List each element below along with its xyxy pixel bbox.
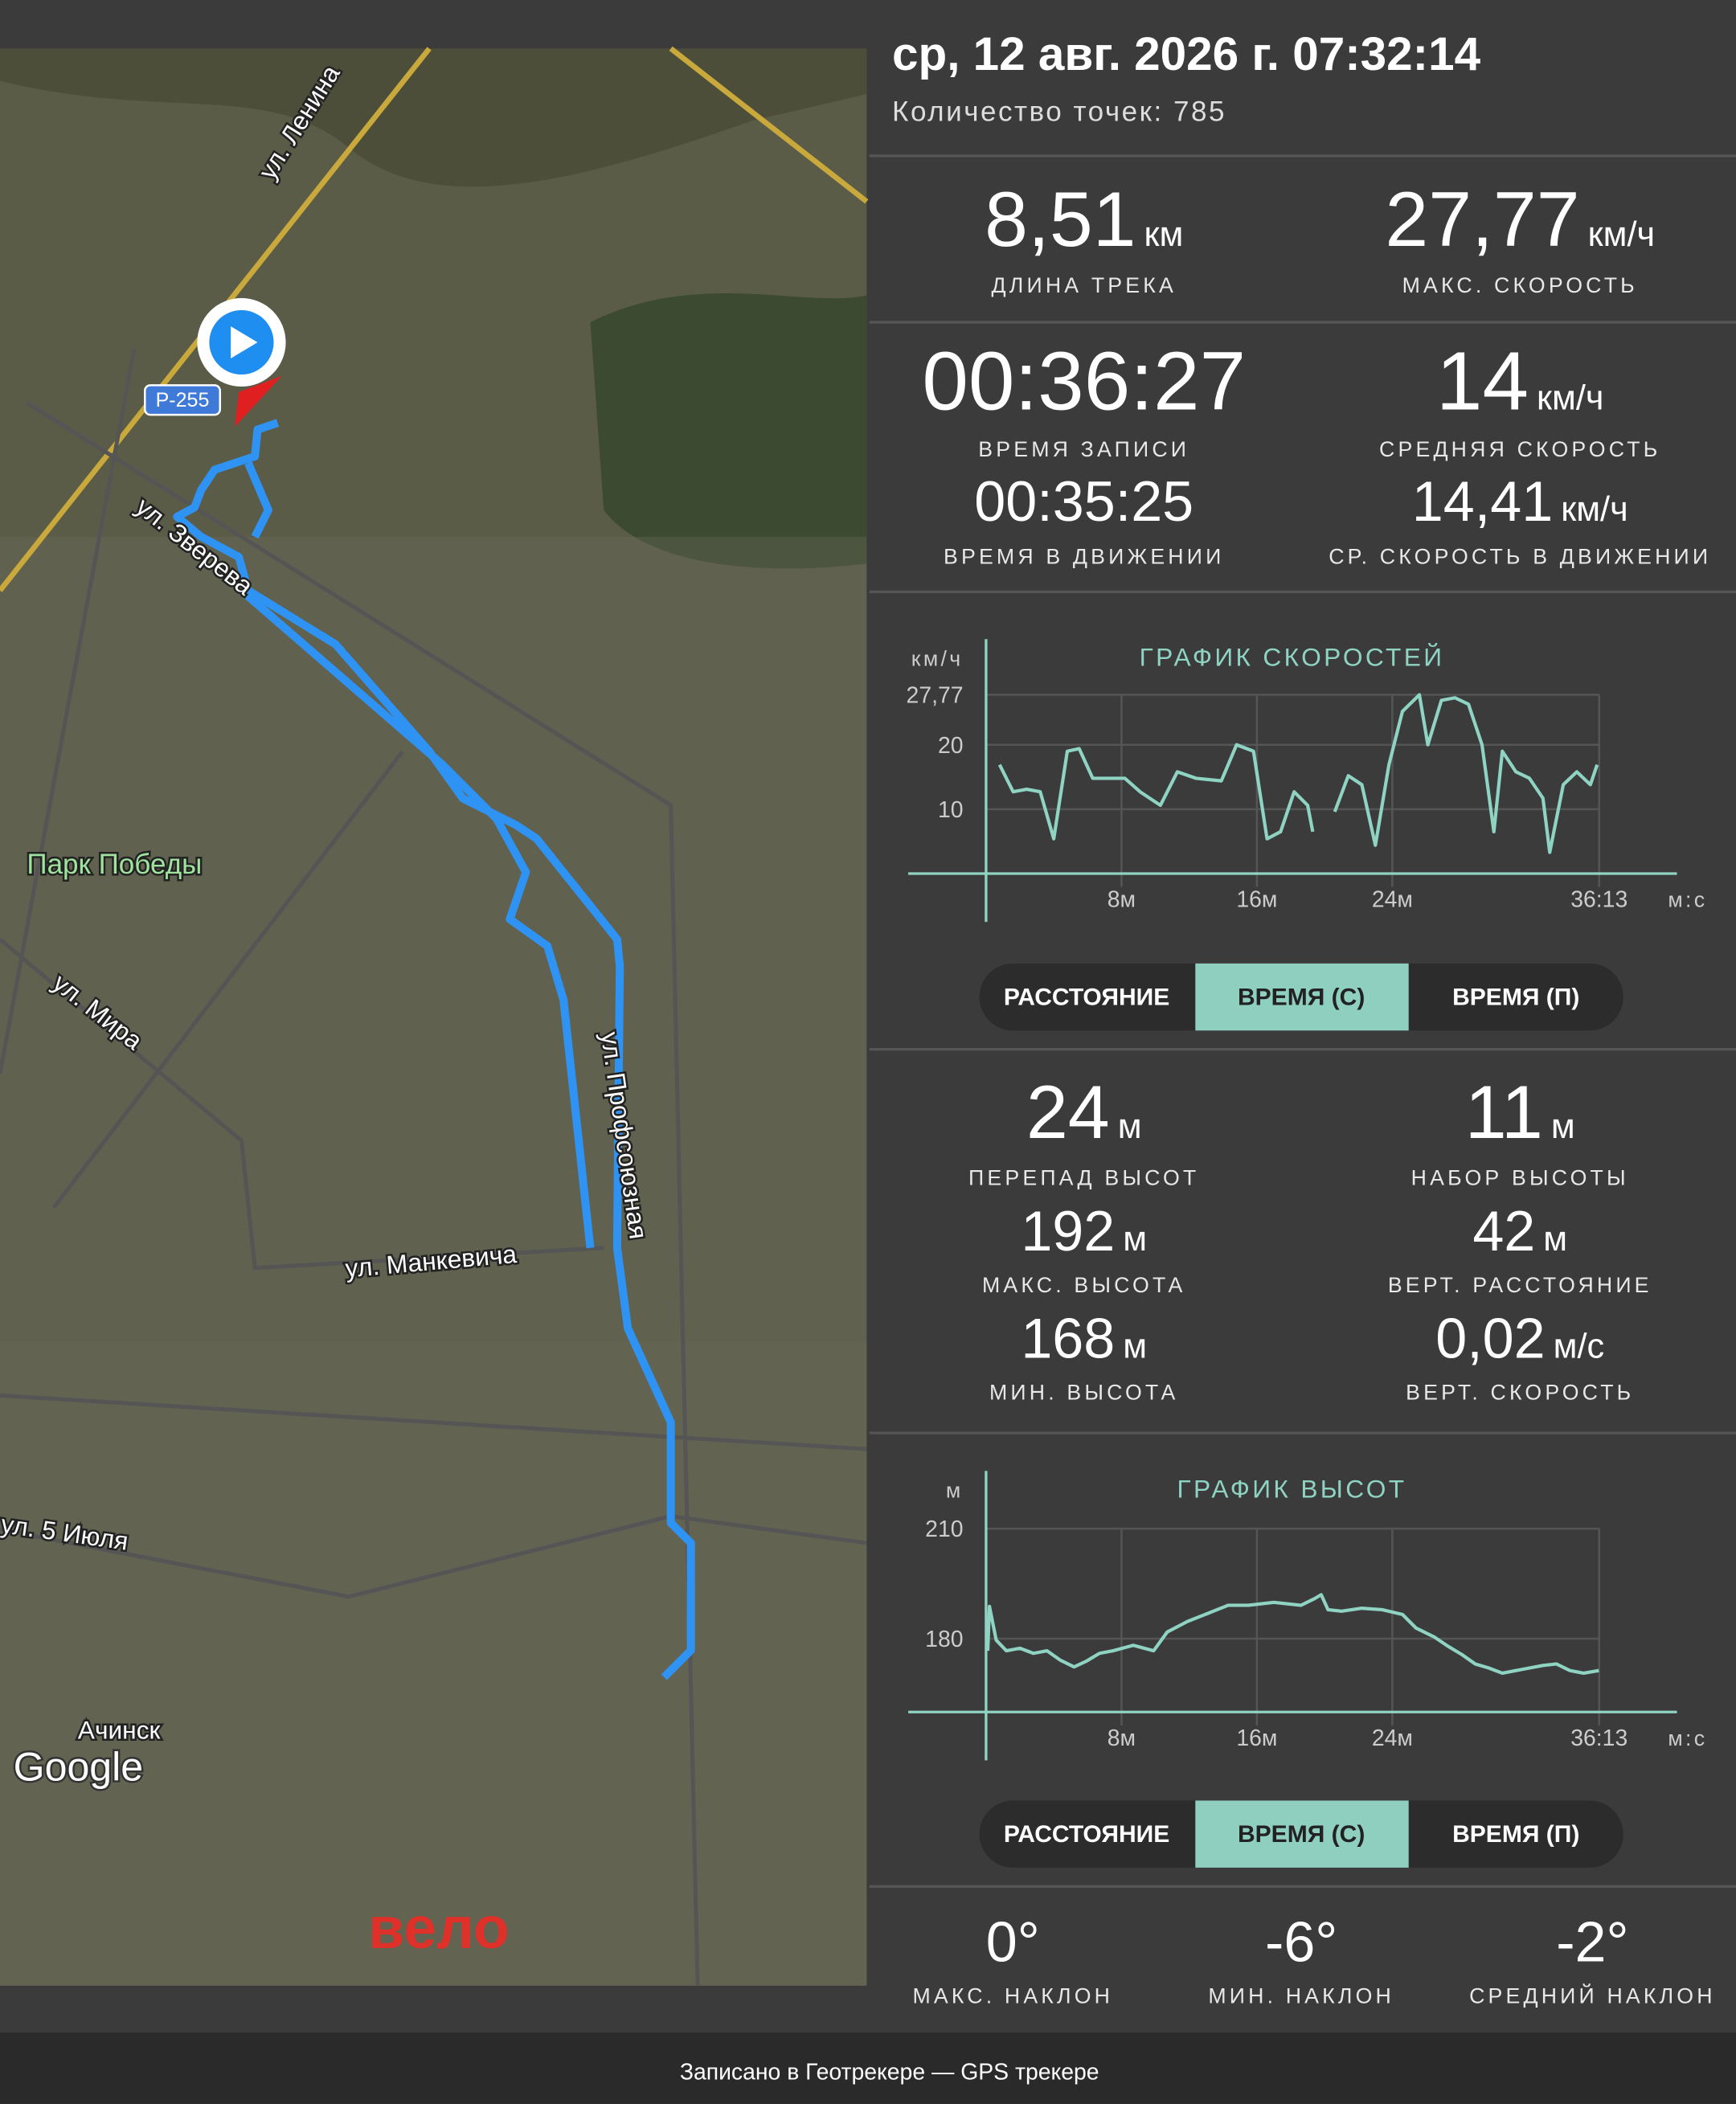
unit: м/с: [1554, 1328, 1605, 1366]
stat-label: ВЕРТ. СКОРОСТЬ: [1406, 1380, 1634, 1404]
x-unit: м:с: [1668, 888, 1707, 912]
x-tick-label: 24м: [1372, 887, 1413, 913]
toggle-button[interactable]: ВРЕМЯ (С): [1238, 1821, 1365, 1848]
chart-title: ГРАФИК ВЫСОТ: [1177, 1475, 1407, 1504]
stat-value: 14 км/ч: [1436, 334, 1604, 427]
value: -2°: [1556, 1911, 1628, 1974]
x-tick-label: 36:13: [1570, 887, 1628, 913]
map-logo: Google: [14, 1744, 143, 1789]
unit: км/ч: [1537, 379, 1603, 417]
toggle-active: [1195, 1800, 1409, 1868]
stat-value: 192 м: [1021, 1200, 1147, 1263]
stat-value: 11 м: [1465, 1070, 1575, 1154]
stat-label: НАБОР ВЫСОТЫ: [1411, 1165, 1629, 1189]
y-tick-label: 27,77: [907, 683, 964, 709]
stat-label: ВЕРТ. РАССТОЯНИЕ: [1388, 1273, 1652, 1297]
stat-value: 42 м: [1472, 1200, 1567, 1263]
footer: Записано в Геотрекере — GPS трекере: [680, 2060, 1099, 2086]
stat-value: 14,41 км/ч: [1412, 470, 1628, 533]
data-line: [985, 1593, 1599, 1675]
value: 14,41: [1412, 470, 1553, 533]
unit: км/ч: [1561, 490, 1628, 529]
city-label: Ачинск: [78, 1716, 162, 1745]
y-tick-label: 10: [938, 797, 964, 823]
value: -6°: [1265, 1911, 1337, 1974]
value: 0,02: [1435, 1308, 1545, 1370]
x-tick-label: 8м: [1108, 1725, 1136, 1751]
x-unit: м:с: [1668, 1726, 1707, 1750]
unit: м: [1551, 1107, 1575, 1146]
unit: м: [1123, 1328, 1147, 1366]
stat-label: СР. СКОРОСТЬ В ДВИЖЕНИИ: [1329, 544, 1711, 568]
park-label: Парк Победы: [27, 849, 202, 880]
data-line: [1333, 693, 1599, 854]
stat-label: СРЕДНЯЯ СКОРОСТЬ: [1379, 437, 1660, 461]
value: 00:35:25: [974, 470, 1194, 533]
x-tick-label: 36:13: [1570, 1725, 1628, 1751]
points-count: Количество точек: 785: [892, 96, 1226, 128]
toggle-active: [1195, 963, 1409, 1031]
y-tick-label: 20: [938, 733, 964, 759]
stat-value: 00:35:25: [974, 470, 1194, 533]
value: 192: [1021, 1200, 1115, 1263]
stat-label: МИН. ВЫСОТА: [989, 1380, 1179, 1404]
road-badge: Р-255: [156, 389, 210, 411]
stat-label: МИН. НАКЛОН: [1208, 1983, 1394, 2008]
x-tick-label: 16м: [1236, 1725, 1277, 1751]
value: 24: [1026, 1070, 1110, 1154]
stat-label: ДЛИНА ТРЕКА: [992, 273, 1177, 297]
data-line: [997, 743, 1315, 841]
separators: [869, 154, 1736, 1888]
x-tick-label: 8м: [1108, 887, 1136, 913]
stat-label: МАКС. СКОРОСТЬ: [1402, 273, 1638, 297]
value: 11: [1465, 1070, 1543, 1154]
activity-label: вело: [368, 1895, 510, 1961]
y-tick-label: 180: [925, 1627, 963, 1652]
unit: м: [1543, 1220, 1567, 1259]
footer-bar: [0, 2032, 1736, 2104]
unit: м: [1123, 1220, 1147, 1259]
stat-value: 27,77 км/ч: [1385, 175, 1655, 263]
x-tick-label: 16м: [1236, 887, 1277, 913]
stat-value: -6°: [1265, 1911, 1337, 1974]
toggle-button[interactable]: ВРЕМЯ (П): [1452, 1821, 1579, 1848]
stat-value: 24 м: [1026, 1070, 1142, 1154]
stat-label: МАКС. ВЫСОТА: [982, 1273, 1186, 1297]
stat-value: 168 м: [1021, 1308, 1147, 1370]
stat-label: МАКС. НАКЛОН: [912, 1983, 1113, 2008]
datetime: ср, 12 авг. 2026 г. 07:32:14: [892, 28, 1481, 80]
y-unit: м: [946, 1479, 964, 1503]
value: 8,51: [985, 175, 1136, 263]
value: 14: [1436, 334, 1529, 427]
value: 42: [1472, 1200, 1535, 1263]
value: 0°: [986, 1911, 1040, 1974]
y-tick-label: 210: [925, 1517, 963, 1542]
unit: м: [1118, 1107, 1142, 1146]
stat-label: ВРЕМЯ ЗАПИСИ: [978, 437, 1189, 461]
stat-label: ВРЕМЯ В ДВИЖЕНИИ: [944, 544, 1224, 568]
stat-label: ПЕРЕПАД ВЫСОТ: [968, 1165, 1199, 1189]
toggle-button[interactable]: РАССТОЯНИЕ: [1004, 984, 1169, 1011]
unit: км/ч: [1588, 215, 1655, 254]
stat-value: 8,51 км: [985, 175, 1183, 263]
stat-value: 00:36:27: [922, 334, 1246, 427]
value: 00:36:27: [922, 334, 1246, 427]
stat-value: 0,02 м/с: [1435, 1308, 1604, 1370]
stat-value: -2°: [1556, 1911, 1628, 1974]
value: 27,77: [1385, 175, 1579, 263]
toggle-button[interactable]: РАССТОЯНИЕ: [1004, 1821, 1169, 1848]
x-tick-label: 24м: [1372, 1725, 1413, 1751]
toggle-button[interactable]: ВРЕМЯ (П): [1452, 984, 1579, 1011]
stat-value: 0°: [986, 1911, 1040, 1974]
map[interactable]: Р-255 ул. Ленина ул. Зверева ул. Мира ул…: [0, 46, 869, 1986]
unit: км: [1144, 215, 1184, 254]
toggle-button[interactable]: ВРЕМЯ (С): [1238, 984, 1365, 1011]
value: 168: [1021, 1308, 1115, 1370]
stat-label: СРЕДНИЙ НАКЛОН: [1469, 1983, 1716, 2008]
chart-title: ГРАФИК СКОРОСТЕЙ: [1140, 643, 1445, 672]
y-unit: км/ч: [911, 647, 964, 671]
